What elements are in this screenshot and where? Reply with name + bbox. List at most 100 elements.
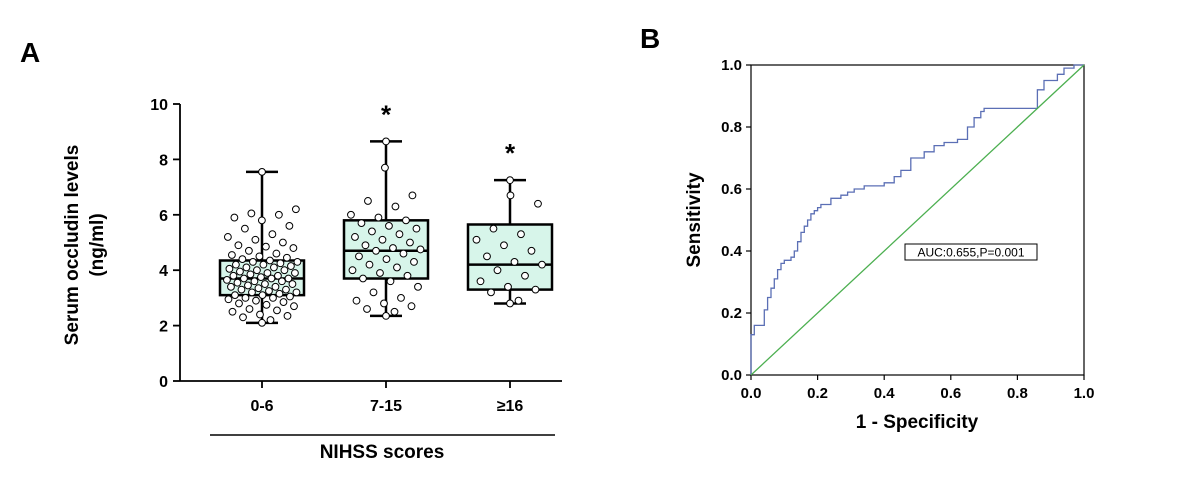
data-point — [231, 291, 239, 300]
data-point — [357, 219, 366, 228]
data-point — [386, 277, 395, 286]
data-point — [257, 273, 265, 282]
data-point — [255, 252, 264, 261]
roc-axes: 0.0 0.2 0.4 0.6 0.8 1.0 0.0 0.2 0.4 0.6 0.8 1.0 — [721, 57, 1094, 402]
data-point — [487, 288, 495, 297]
data-point — [242, 263, 251, 272]
data-point — [380, 299, 388, 308]
y-tick-label: 2 — [159, 319, 168, 336]
data-point — [390, 307, 399, 316]
y-tick-label: 8 — [159, 152, 168, 169]
x-tick-label: 7-15 — [370, 398, 402, 415]
data-point — [285, 221, 294, 230]
data-point — [289, 244, 298, 252]
y-tick-label: 6 — [159, 208, 168, 225]
roc-x-tick-label: 0.6 — [940, 385, 961, 402]
y-tick-label: 10 — [150, 97, 168, 114]
data-point — [393, 263, 401, 272]
data-point — [517, 230, 525, 239]
data-point — [397, 294, 405, 302]
data-point — [275, 289, 284, 298]
data-point — [531, 285, 540, 294]
data-point — [290, 302, 298, 311]
roc-y-tick-label: 0.6 — [721, 181, 742, 198]
box-plot-y-axis-title-line1: Serum occludin levels — [62, 145, 83, 346]
data-point — [506, 191, 515, 200]
data-point — [374, 213, 383, 222]
data-point — [265, 287, 273, 295]
data-point — [291, 269, 299, 277]
data-point — [378, 235, 387, 244]
data-point — [407, 302, 416, 311]
data-point — [489, 224, 498, 233]
data-point — [287, 262, 295, 270]
roc-plot-frame — [750, 64, 1085, 376]
data-point — [288, 280, 297, 288]
data-point — [278, 277, 286, 286]
roc-y-tick-label: 0.8 — [721, 119, 742, 136]
data-point — [282, 285, 290, 294]
data-point — [261, 280, 269, 288]
data-point — [280, 266, 289, 275]
data-point — [284, 274, 293, 283]
data-point — [352, 296, 361, 305]
data-point — [239, 313, 247, 322]
data-point — [276, 259, 285, 268]
data-point — [274, 210, 283, 219]
roc-curve — [750, 64, 1084, 375]
data-point — [521, 271, 529, 280]
data-point — [291, 205, 300, 214]
data-point — [355, 252, 363, 261]
data-point — [376, 269, 384, 277]
data-point — [228, 251, 236, 259]
data-point — [250, 277, 259, 286]
box-group-1 — [218, 167, 306, 327]
data-point — [382, 255, 391, 264]
data-point — [351, 233, 359, 241]
data-point — [361, 241, 370, 250]
data-point — [504, 282, 512, 291]
data-point — [224, 295, 233, 304]
data-point — [500, 241, 508, 250]
data-point — [274, 271, 282, 280]
data-point — [283, 253, 291, 262]
data-point — [403, 271, 412, 280]
data-point — [363, 305, 371, 313]
data-point — [249, 257, 257, 266]
data-point — [262, 300, 271, 309]
significance-marker: * — [381, 99, 392, 129]
data-point — [251, 235, 260, 244]
data-point — [506, 176, 514, 185]
roc-y-axis-title: Sensitivity — [684, 172, 705, 267]
data-point — [406, 238, 414, 247]
data-point — [248, 288, 256, 297]
data-point — [267, 274, 276, 283]
data-point — [410, 257, 418, 266]
roc-x-axis-title: 1 - Specificity — [856, 412, 979, 433]
data-point — [223, 233, 232, 241]
data-point — [269, 294, 277, 302]
data-point — [292, 288, 301, 297]
data-point — [493, 266, 502, 275]
panel-a-label: A — [20, 37, 40, 68]
data-point — [391, 202, 400, 211]
data-point — [229, 271, 238, 280]
data-point — [254, 284, 263, 293]
data-point — [365, 260, 374, 269]
significance-marker: * — [505, 138, 516, 168]
roc-y-tick-label: 0.4 — [721, 243, 743, 260]
data-point — [381, 163, 389, 172]
data-point — [389, 244, 397, 252]
data-point — [240, 224, 249, 233]
data-point — [245, 305, 254, 313]
data-point — [233, 278, 242, 287]
data-point — [237, 285, 246, 294]
data-point — [372, 246, 380, 255]
data-point — [364, 197, 372, 205]
data-point — [259, 260, 268, 269]
data-point — [230, 213, 239, 222]
roc-x-tick-label: 0.2 — [807, 385, 828, 402]
data-point — [414, 282, 422, 291]
